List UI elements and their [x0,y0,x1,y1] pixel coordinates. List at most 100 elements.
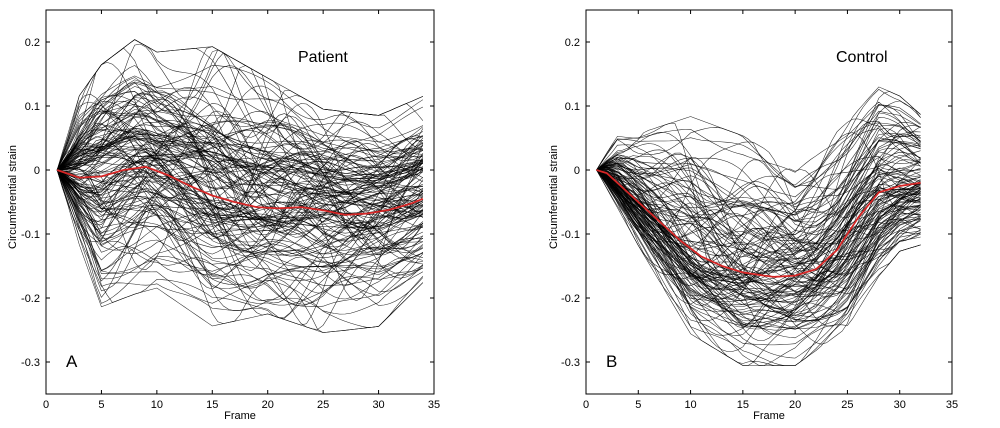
strain-trace [56,77,423,171]
panel-a-patient: 0 5 10 15 20 25 30 35 -0.3 -0.2 -0.1 0 0.1 0.2 Patien… [7,9,440,422]
strain-trace [56,169,424,232]
strain-trace [57,115,424,229]
x-tick-label: 35 [946,399,958,411]
panel-title-b: Control [836,49,888,66]
strain-trace [596,104,921,188]
strain-trace [596,169,921,311]
x-tick-label: 5 [98,399,104,411]
strain-trace [56,65,424,187]
panel-title-a: Patient [298,49,348,66]
y-axis-label-b: Circumferential strain [548,145,560,249]
panel-letter-a: A [66,352,78,371]
x-tick-label: 10 [684,399,696,411]
strain-trace [596,125,921,208]
strain-trace [57,139,424,231]
x-tick-label: 5 [635,399,641,411]
x-axis-label-b: Frame [753,410,785,422]
strain-trace [596,169,921,366]
strain-trace [596,169,921,290]
strain-trace [596,110,921,198]
x-tick-label: 0 [583,399,589,411]
strain-trace [56,65,424,220]
strain-trace [56,62,424,235]
panel-letter-b: B [606,352,617,371]
strain-trace [56,169,423,276]
strain-trace [57,129,424,190]
strain-trace [596,89,921,253]
strain-trace [596,150,921,235]
strain-trace [56,169,424,333]
strain-trace [56,158,423,272]
strain-trace [56,169,423,255]
strain-trace [596,169,921,297]
strain-trace [596,169,921,318]
strain-trace [56,89,423,171]
strain-trace [56,169,424,296]
strain-trace [56,169,424,234]
strain-trace [596,169,921,311]
x-tick-label: 30 [372,399,384,411]
strain-trace [596,169,921,318]
strain-trace [596,169,921,303]
strain-trace [596,169,921,297]
y-tick-label: -0.3 [21,357,40,369]
strain-trace [596,149,921,258]
strain-trace [56,169,424,285]
strain-trace [596,169,921,366]
strain-trace [596,137,921,221]
strain-trace [56,135,423,242]
strain-trace [56,169,424,273]
x-tick-label: 15 [206,399,218,411]
strain-trace [596,169,921,301]
strain-trace [56,122,424,223]
strain-trace [56,169,424,273]
y-tick-label: 0.1 [25,101,40,113]
strain-trace [596,169,921,306]
strain-trace [56,39,424,171]
strain-trace [596,165,921,283]
strain-trace [56,169,424,306]
strain-trace [596,169,921,303]
y-tick-label: -0.3 [561,357,580,369]
strain-trace [596,154,921,240]
strain-trace [56,98,424,177]
strain-trace [56,159,423,240]
strain-trace [596,100,921,214]
strain-trace [56,169,423,256]
strain-trace [596,122,921,246]
strain-trace [596,169,921,331]
strain-trace [56,127,424,182]
strain-trace [596,141,921,255]
strain-trace [596,169,921,325]
strain-trace [596,163,921,293]
strain-trace [56,161,423,217]
x-tick-label: 20 [262,399,274,411]
strain-trace [56,95,424,190]
strain-trace [596,133,921,259]
strain-trace [596,169,921,366]
strain-trace [56,154,424,220]
strain-trace [596,135,921,292]
strain-trace [57,138,423,206]
strain-trace [56,104,424,194]
strain-trace [56,169,423,324]
strain-trace [56,169,423,294]
strain-trace [596,169,921,281]
x-tick-label: 15 [737,399,749,411]
strain-trace [56,169,423,300]
strain-trace [56,169,423,318]
strain-trace [56,169,424,306]
strain-trace [56,169,423,301]
strain-trace [596,169,921,284]
strain-trace [596,101,921,235]
x-axis-label-a: Frame [224,410,256,422]
x-tick-label: 30 [894,399,906,411]
strain-trace [56,126,424,195]
strain-trace [57,129,424,248]
strain-trace [596,169,921,293]
trace-group-a [56,39,424,333]
x-tick-label: 20 [789,399,801,411]
y-tick-label: 0.2 [565,37,580,49]
strain-trace [56,169,424,286]
